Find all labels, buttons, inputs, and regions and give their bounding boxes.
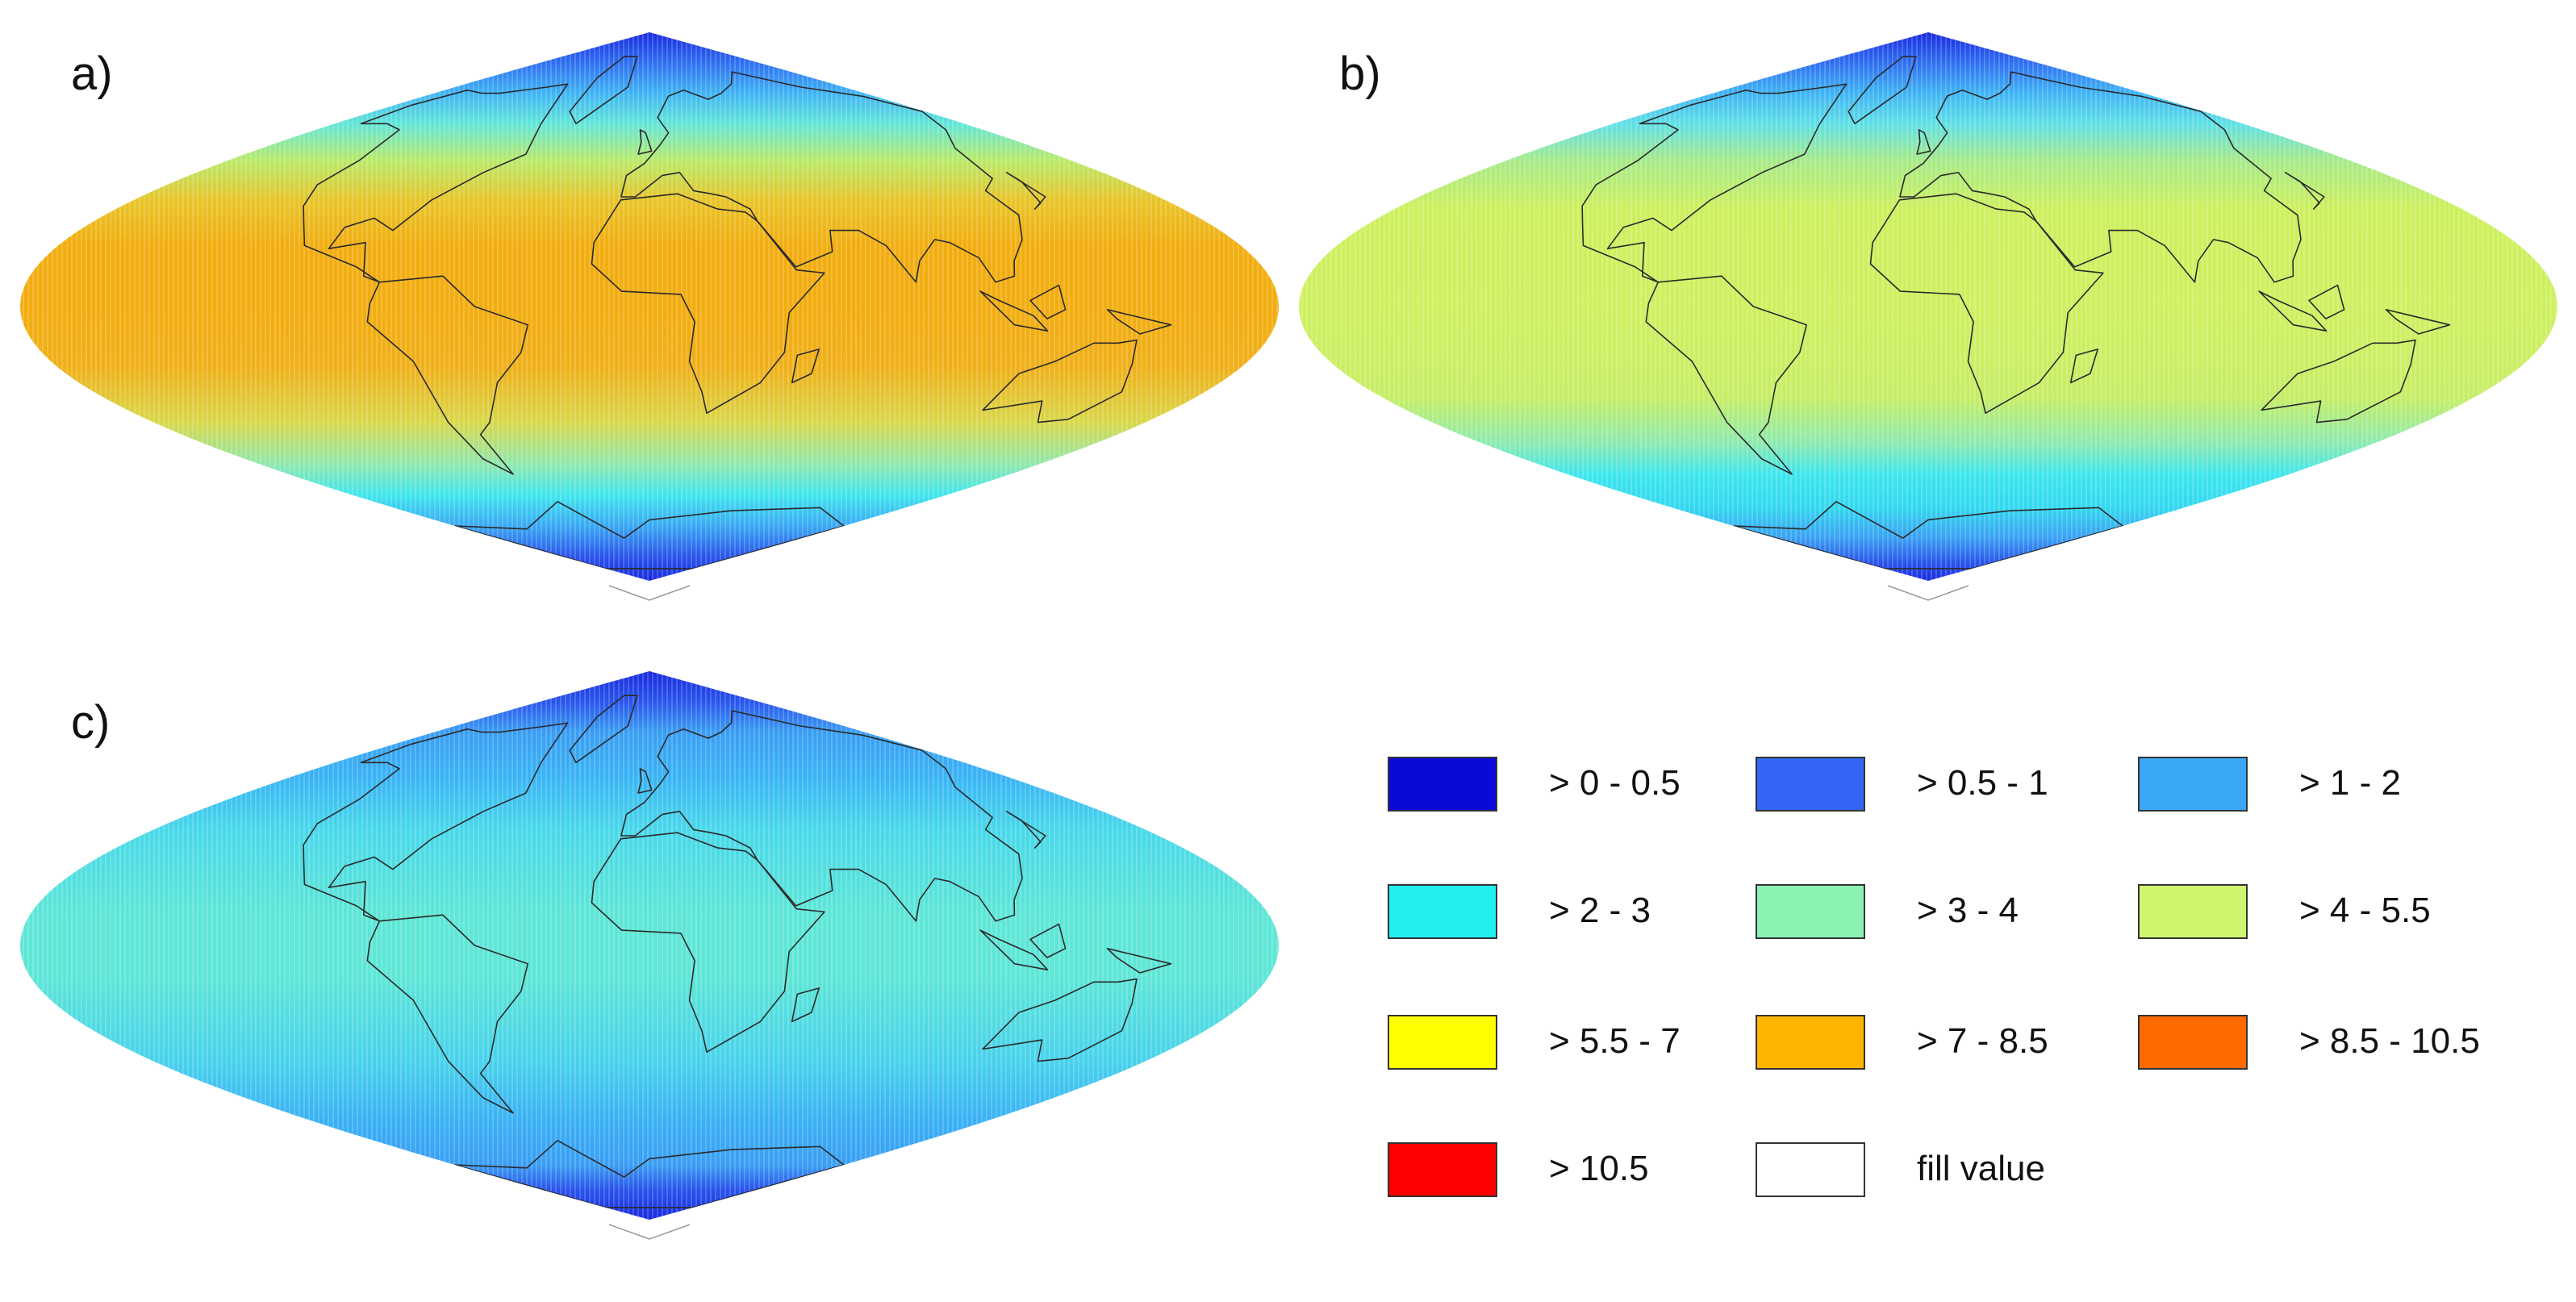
coastline: [2385, 309, 2451, 335]
coastline: [454, 1140, 845, 1208]
coastline: [1581, 83, 1847, 283]
legend-item: > 5.5 - 7: [1388, 1015, 1751, 1079]
swath-stripes: [1299, 32, 2557, 581]
legend-item: > 8.5 - 10.5: [2138, 1015, 2501, 1079]
coastline: [791, 987, 820, 1023]
map-panel-c: c): [8, 655, 1291, 1292]
coastlines: [303, 56, 1172, 570]
coastline: [1029, 923, 1067, 958]
coastline: [1005, 172, 1046, 210]
panel-label-b: b): [1339, 48, 1381, 100]
swath-stripes: [20, 32, 1279, 581]
color-legend: > 0 - 0.5 > 0.5 - 1 > 1 - 2 > 2 - 3 > 3 …: [1388, 742, 2549, 1242]
legend-label: > 10.5: [1549, 1149, 1649, 1188]
sinusoidal-map-c: [20, 671, 1279, 1240]
coastline: [2069, 348, 2098, 384]
sinusoidal-map-b: [1299, 32, 2557, 601]
coastline: [1645, 275, 1807, 475]
coastline: [979, 929, 1049, 970]
legend-swatch: [2138, 1015, 2248, 1070]
coastline: [1869, 193, 2104, 414]
legend-item: > 0.5 - 1: [1756, 757, 2119, 821]
coastline: [1899, 71, 2302, 283]
coastline: [2308, 284, 2345, 319]
coastline: [303, 83, 569, 283]
legend-label: > 3 - 4: [1917, 891, 2019, 930]
coastline: [569, 56, 638, 125]
coastline: [454, 501, 845, 570]
coastline: [620, 71, 1023, 283]
legend-swatch: [1388, 1015, 1497, 1070]
legend-swatch: [2138, 757, 2248, 812]
legend-label: fill value: [1917, 1149, 2045, 1188]
map-panel-a: a): [8, 16, 1291, 653]
coastline: [366, 914, 528, 1114]
legend-item: > 3 - 4: [1756, 884, 2119, 949]
projection-tip: [608, 585, 691, 601]
legend-swatch: [1388, 757, 1497, 812]
coastline: [1029, 284, 1067, 319]
coastline: [637, 768, 653, 794]
coastline: [366, 275, 528, 475]
projection-tip: [608, 1224, 691, 1240]
coastline: [591, 193, 825, 414]
coastline: [637, 129, 653, 155]
projection-tip: [1887, 585, 1969, 601]
legend-item: > 1 - 2: [2138, 757, 2501, 821]
coastline: [982, 339, 1138, 424]
coastlines: [1581, 56, 2451, 570]
coastline: [1005, 811, 1046, 849]
legend-item: > 7 - 8.5: [1756, 1015, 2119, 1079]
legend-swatch: [1756, 757, 1865, 812]
legend-item: > 0 - 0.5: [1388, 757, 1751, 821]
coastline: [569, 695, 638, 764]
coastline: [2258, 290, 2328, 332]
legend-label: > 2 - 3: [1549, 891, 1651, 930]
legend-item: > 10.5: [1388, 1142, 1751, 1207]
legend-label: > 7 - 8.5: [1917, 1021, 2048, 1061]
coastline: [1847, 56, 1917, 125]
legend-label: > 5.5 - 7: [1549, 1021, 1680, 1061]
legend-item: > 4 - 5.5: [2138, 884, 2501, 949]
coastline: [979, 290, 1049, 332]
coastline: [1733, 501, 2123, 570]
legend-label: > 1 - 2: [2299, 763, 2401, 803]
legend-label: > 0 - 0.5: [1549, 763, 1680, 803]
legend-label: > 0.5 - 1: [1917, 763, 2048, 803]
coastlines: [303, 695, 1172, 1208]
legend-swatch: [1388, 884, 1497, 939]
legend-swatch: [1756, 1142, 1865, 1197]
legend-swatch: [1388, 1142, 1497, 1197]
coastline: [620, 710, 1023, 922]
legend-swatch: [1756, 1015, 1865, 1070]
coastline: [1916, 129, 1931, 155]
swath-stripes: [20, 671, 1279, 1220]
coastline: [982, 978, 1138, 1062]
legend-swatch: [2138, 884, 2248, 939]
coastline: [303, 722, 569, 922]
map-panel-b: b): [1287, 16, 2570, 653]
coastline: [1106, 948, 1172, 974]
coastline: [2284, 172, 2325, 210]
legend-item: fill value: [1756, 1142, 2119, 1207]
legend-label: > 8.5 - 10.5: [2299, 1021, 2480, 1061]
panel-label-a: a): [71, 48, 113, 100]
coastline: [1106, 309, 1172, 335]
legend-item: > 2 - 3: [1388, 884, 1751, 949]
coastline: [591, 832, 825, 1053]
legend-label: > 4 - 5.5: [2299, 891, 2431, 930]
coastline: [2261, 339, 2416, 424]
panel-label-c: c): [71, 696, 111, 749]
legend-swatch: [1756, 884, 1865, 939]
coastline: [791, 348, 820, 384]
sinusoidal-map-a: [20, 32, 1279, 601]
